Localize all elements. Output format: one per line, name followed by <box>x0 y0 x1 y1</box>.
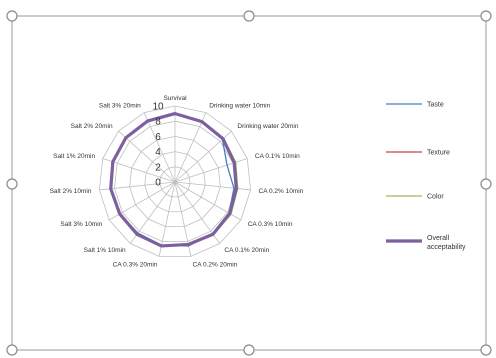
legend-label: Overall acceptability <box>427 235 466 251</box>
tick-label: 0 <box>155 178 161 189</box>
spoke <box>158 181 176 257</box>
tick-label: 8 <box>155 117 161 128</box>
grid-ring-6 <box>129 135 221 228</box>
resize-handle-bl[interactable] <box>6 344 18 356</box>
spoke <box>174 112 207 183</box>
resize-handle-br[interactable] <box>480 344 492 356</box>
category-label: CA 0.2% 20min <box>193 261 238 268</box>
spoke <box>118 130 176 183</box>
category-label: Drinking water 10min <box>209 103 270 110</box>
category-label: Salt 1% 10min <box>84 247 126 254</box>
resize-handle-bc[interactable] <box>243 344 255 356</box>
grid-ring-2 <box>159 166 191 198</box>
category-label: CA 0.2% 10min <box>259 188 304 195</box>
category-label: Survival <box>163 95 187 102</box>
category-label: Salt 3% 20min <box>99 103 141 110</box>
tick-label: 4 <box>155 147 161 158</box>
category-label: Salt 2% 10min <box>50 188 92 195</box>
legend-label: Taste <box>427 102 444 109</box>
grid-ring-10 <box>99 105 251 257</box>
resize-handle-tr[interactable] <box>480 10 492 22</box>
category-label: Salt 3% 10min <box>60 221 102 228</box>
grid-ring-8 <box>114 120 236 242</box>
resize-handle-tl[interactable] <box>6 10 18 22</box>
category-label: Salt 1% 20min <box>53 153 95 160</box>
tick-label: 6 <box>155 132 161 143</box>
resize-handle-ml[interactable] <box>6 178 18 190</box>
spoke <box>143 112 176 183</box>
series-line-overall-acceptability <box>109 111 238 248</box>
legend-label: Color <box>427 194 444 201</box>
category-label: Drinking water 20min <box>237 123 298 130</box>
chart-selection-border <box>11 15 487 351</box>
spoke <box>102 158 176 183</box>
chart-legend: Taste Texture Color Overall acceptability <box>386 102 466 251</box>
resize-handle-mr[interactable] <box>480 178 492 190</box>
resize-handle-tc[interactable] <box>243 10 255 22</box>
category-label: CA 0.1% 10min <box>255 153 300 160</box>
tick-label: 10 <box>152 102 164 113</box>
legend-label: Texture <box>427 150 450 157</box>
grid-ring-4 <box>144 151 206 213</box>
category-label: Salt 2% 20min <box>71 123 113 130</box>
category-label: CA 0.3% 20min <box>113 261 158 268</box>
category-label: CA 0.3% 10min <box>248 221 293 228</box>
tick-label: 2 <box>155 162 161 173</box>
category-label: CA 0.1% 20min <box>224 247 269 254</box>
